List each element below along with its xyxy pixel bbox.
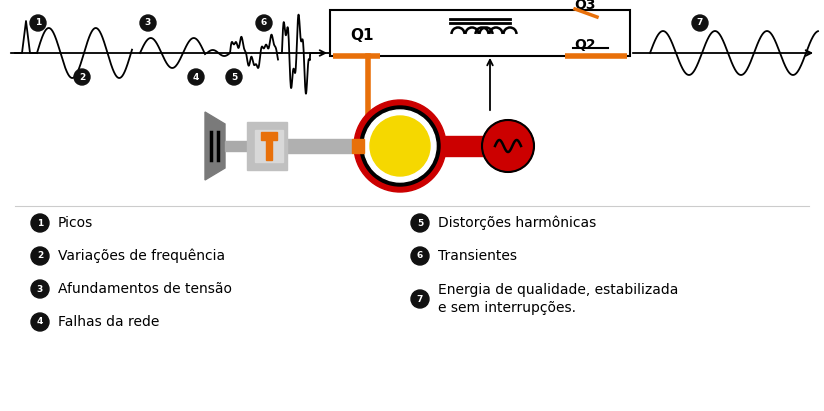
Text: e sem interrupções.: e sem interrupções. — [438, 301, 576, 315]
Text: Picos: Picos — [58, 216, 93, 230]
Bar — [247, 122, 287, 170]
Text: 2: 2 — [37, 252, 43, 261]
Text: 7: 7 — [417, 295, 424, 303]
Text: Variações de frequência: Variações de frequência — [58, 249, 225, 263]
Circle shape — [354, 100, 446, 192]
Text: 6: 6 — [417, 252, 424, 261]
Circle shape — [31, 280, 49, 298]
Bar — [436, 136, 508, 156]
Text: Transientes: Transientes — [438, 249, 517, 263]
Text: 4: 4 — [193, 72, 199, 81]
Circle shape — [486, 124, 530, 168]
Bar — [255, 130, 283, 162]
Text: 1: 1 — [37, 219, 43, 228]
Text: Afundamentos de tensão: Afundamentos de tensão — [58, 282, 232, 296]
Text: Distorções harmônicas: Distorções harmônicas — [438, 216, 597, 230]
Circle shape — [256, 15, 272, 31]
Circle shape — [411, 214, 429, 232]
Circle shape — [482, 120, 534, 172]
Text: 1: 1 — [35, 18, 41, 28]
Text: 5: 5 — [231, 72, 237, 81]
Circle shape — [411, 290, 429, 308]
Circle shape — [31, 214, 49, 232]
Text: 6: 6 — [261, 18, 267, 28]
Circle shape — [188, 69, 204, 85]
Circle shape — [30, 15, 46, 31]
Text: Q1: Q1 — [350, 28, 373, 42]
Text: Q3: Q3 — [574, 0, 596, 12]
Circle shape — [411, 247, 429, 265]
Circle shape — [364, 110, 436, 182]
Circle shape — [140, 15, 156, 31]
Text: Q2: Q2 — [574, 38, 596, 52]
Bar — [266, 140, 272, 160]
Circle shape — [74, 69, 90, 85]
Circle shape — [226, 69, 242, 85]
Bar — [352, 139, 364, 153]
Text: 5: 5 — [417, 219, 424, 228]
Text: 7: 7 — [697, 18, 703, 28]
Circle shape — [31, 247, 49, 265]
Text: 2: 2 — [79, 72, 85, 81]
Bar — [287, 139, 352, 153]
Bar — [261, 132, 277, 140]
Circle shape — [692, 15, 708, 31]
Circle shape — [31, 313, 49, 331]
Circle shape — [360, 106, 440, 186]
Circle shape — [370, 116, 430, 176]
Polygon shape — [205, 112, 225, 180]
Text: 3: 3 — [37, 284, 43, 293]
Text: Energia de qualidade, estabilizada: Energia de qualidade, estabilizada — [438, 283, 678, 297]
Bar — [330, 10, 630, 56]
Bar — [225, 141, 247, 151]
Text: Falhas da rede: Falhas da rede — [58, 315, 159, 329]
Text: 4: 4 — [37, 318, 43, 326]
Text: 3: 3 — [145, 18, 151, 28]
